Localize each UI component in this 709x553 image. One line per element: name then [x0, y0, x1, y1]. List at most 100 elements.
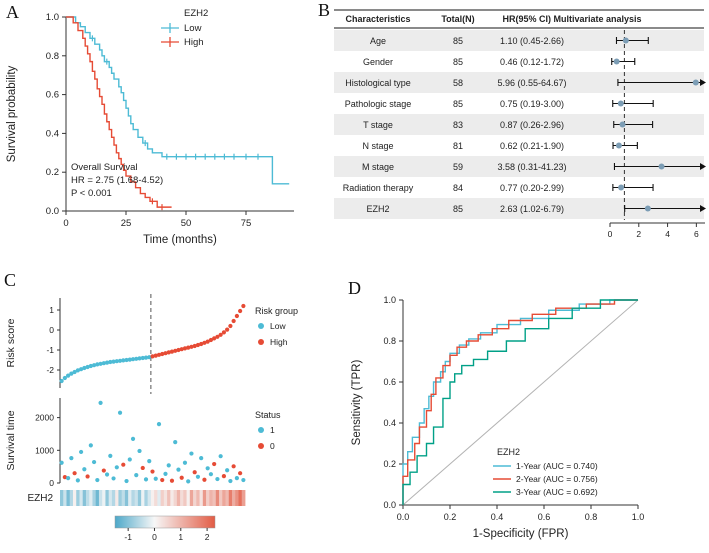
y-axis-label: Survival probability: [6, 65, 18, 162]
y-tick-label: 0.6: [383, 377, 396, 387]
survival-time-point: [205, 466, 210, 471]
table-row-stripe: [334, 114, 704, 135]
survival-time-point: [208, 472, 214, 477]
survival-time-point: [130, 436, 136, 441]
survival-time-point: [62, 475, 67, 480]
km-legend: EZH2 Low High: [161, 8, 208, 48]
heatmap-cell: [183, 490, 187, 506]
heatmap-cell: [196, 490, 200, 506]
heatmap-cell: [163, 490, 168, 506]
risk-score-point: [160, 351, 165, 357]
heatmap-cell: [79, 490, 84, 506]
x-tick-label: 0.4: [491, 512, 504, 522]
heatmap-cell: [144, 490, 149, 506]
x-tick-label: 25: [121, 218, 132, 229]
row-hr-ci: 0.87 (0.26-2.96): [500, 120, 564, 130]
survival-time-point: [169, 478, 175, 483]
survival-time-point: [85, 474, 90, 479]
survival-time-point: [215, 476, 220, 482]
risk-score-point: [101, 361, 106, 366]
ezh2-heatmap: [60, 490, 246, 506]
row-total: 84: [453, 183, 463, 193]
risk-score-point: [127, 357, 132, 362]
y-tick-label: 0.6: [46, 90, 59, 101]
heatmap-cell: [222, 490, 226, 506]
annotation-line: Overall Survival: [71, 162, 138, 173]
risk-y-tick: -2: [46, 365, 54, 375]
status-legend: Status 1 0: [255, 410, 281, 451]
heatmap-cell: [235, 490, 239, 506]
heatmap-cell: [134, 490, 139, 506]
risk-score-point: [192, 343, 197, 349]
row-label: Gender: [363, 57, 393, 67]
heatmap-cell: [147, 490, 152, 506]
heatmap-cell: [170, 490, 174, 506]
heatmap-row-label: EZH2: [27, 493, 53, 504]
survival-time-point: [160, 477, 165, 483]
risk-score-point: [182, 346, 188, 351]
y-tick-label: 0.4: [383, 418, 396, 428]
y-tick-label: 0.0: [383, 500, 396, 510]
heatmap-cell: [180, 490, 184, 506]
row-total: 85: [453, 36, 463, 46]
hr-point: [658, 163, 665, 170]
heatmap-cell: [63, 490, 67, 506]
risk-score-point: [173, 348, 178, 353]
survival-time-point: [143, 477, 149, 482]
risk-score-point: [72, 369, 77, 375]
survival-time-point: [218, 454, 223, 459]
risk-score-point: [150, 354, 155, 359]
risk-score-point: [156, 352, 162, 357]
survival-time-point: [121, 462, 126, 467]
hr-point: [644, 205, 651, 212]
risk-score-point: [137, 356, 142, 361]
survival-time-point: [101, 468, 106, 473]
survival-time-point: [88, 443, 93, 448]
row-label: Radiation therapy: [343, 183, 414, 193]
risk-score-point: [208, 337, 214, 343]
heatmap-cell: [209, 490, 213, 506]
col-header: Characteristics: [345, 14, 410, 24]
annotation-line: HR = 2.75 (1.68-4.52): [71, 175, 163, 186]
x-tick-label: 50: [181, 218, 192, 229]
heatmap-cell: [206, 490, 210, 506]
risk-score-point: [111, 359, 116, 364]
legend-entry: High: [270, 337, 288, 347]
colorbar-tick: 0: [152, 532, 157, 542]
heatmap-cell: [141, 490, 145, 506]
heatmap-cell: [157, 490, 162, 506]
survival-time-point: [163, 471, 168, 476]
x-axis-label: Time (months): [143, 234, 217, 246]
forest-markers: [611, 30, 706, 220]
survival-time-point: [166, 463, 171, 468]
survival-time-point: [91, 459, 97, 465]
survival-time-point: [241, 477, 246, 483]
risk-score-point: [218, 332, 223, 337]
survival-time-point: [124, 478, 129, 484]
row-hr-ci: 0.62 (0.21-1.90): [500, 141, 564, 151]
survival-time-point: [59, 460, 64, 465]
risk-score-point: [153, 353, 158, 358]
row-hr-ci: 5.96 (0.55-64.67): [497, 78, 566, 88]
colorbar-tick: 1: [178, 532, 183, 542]
heatmap-cell: [193, 490, 197, 506]
risk-score-point: [179, 347, 184, 352]
risk-score-point: [62, 375, 67, 381]
survival-time-point: [134, 473, 139, 478]
y-tick-label: 1.0: [46, 12, 59, 23]
hr-point: [613, 58, 620, 65]
heatmap-cell: [238, 490, 243, 506]
risk-score-point: [231, 318, 236, 324]
risk-group-legend: Risk group Low High: [255, 306, 298, 347]
survival-time-point: [225, 468, 230, 473]
risk-y-tick: 0: [49, 325, 54, 335]
heatmap-cell: [241, 490, 246, 506]
y-tick-label: 1.0: [383, 295, 396, 305]
forest-x-tick: 4: [665, 229, 670, 239]
annotation-line: P < 0.001: [71, 188, 112, 199]
risk-score-point: [59, 378, 64, 384]
heatmap-cell: [212, 490, 217, 506]
x-tick-label: 0: [63, 218, 68, 229]
y-tick-label: 0.2: [46, 167, 59, 178]
